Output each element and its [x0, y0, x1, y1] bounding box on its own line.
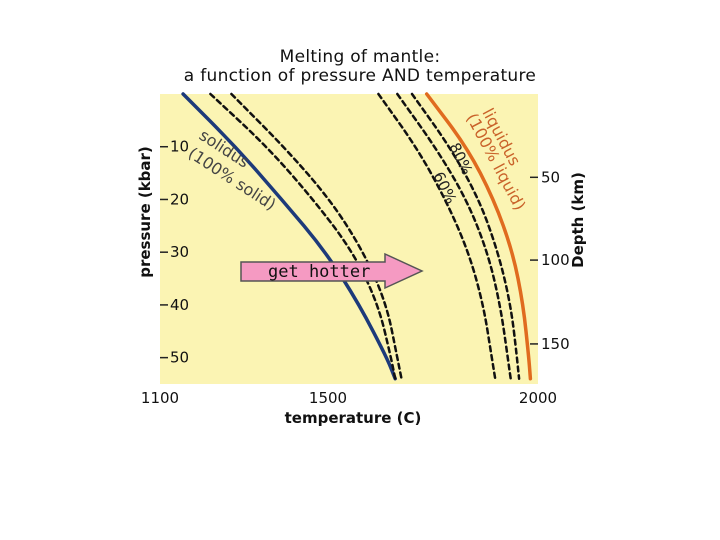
- plot-area: [160, 94, 538, 384]
- curve-1: [209, 92, 397, 380]
- y-tick-left-label: 30: [170, 243, 189, 261]
- y-tick-left-label: 20: [170, 190, 189, 208]
- curve-group: [181, 92, 533, 381]
- y-tick-right-label: 100: [541, 251, 570, 269]
- x-tick-label: 1500: [309, 389, 347, 407]
- get-hotter-arrow: get hotter: [240, 252, 424, 290]
- curve-4: [396, 92, 512, 380]
- y-tick-left-label: 10: [170, 138, 189, 156]
- y-axis-title-right: Depth (km): [569, 172, 587, 268]
- curve-3: [377, 92, 497, 380]
- y-tick-left-label: 40: [170, 296, 189, 314]
- chart-title-line2: a function of pressure AND temperature: [183, 66, 537, 86]
- curve-2: [230, 92, 403, 380]
- y-tick-right-label: 50: [541, 168, 560, 186]
- x-tick-label: 1100: [141, 389, 179, 407]
- y-tick-left-label: 50: [170, 349, 189, 367]
- curve-0: [181, 92, 397, 381]
- chart-title-line1: Melting of mantle:: [279, 47, 441, 67]
- x-axis-title: temperature (C): [285, 409, 422, 427]
- y-axis-title-left: pressure (kbar): [136, 146, 154, 278]
- arrow-label: get hotter: [268, 262, 370, 282]
- y-tick-right-label: 150: [541, 335, 570, 353]
- tick-group: 10 20 30 40 50 50 100 150 1100 1500 2000: [141, 138, 570, 407]
- curve-6: [424, 92, 533, 381]
- x-tick-label: 2000: [519, 389, 557, 407]
- curve-5: [410, 92, 521, 380]
